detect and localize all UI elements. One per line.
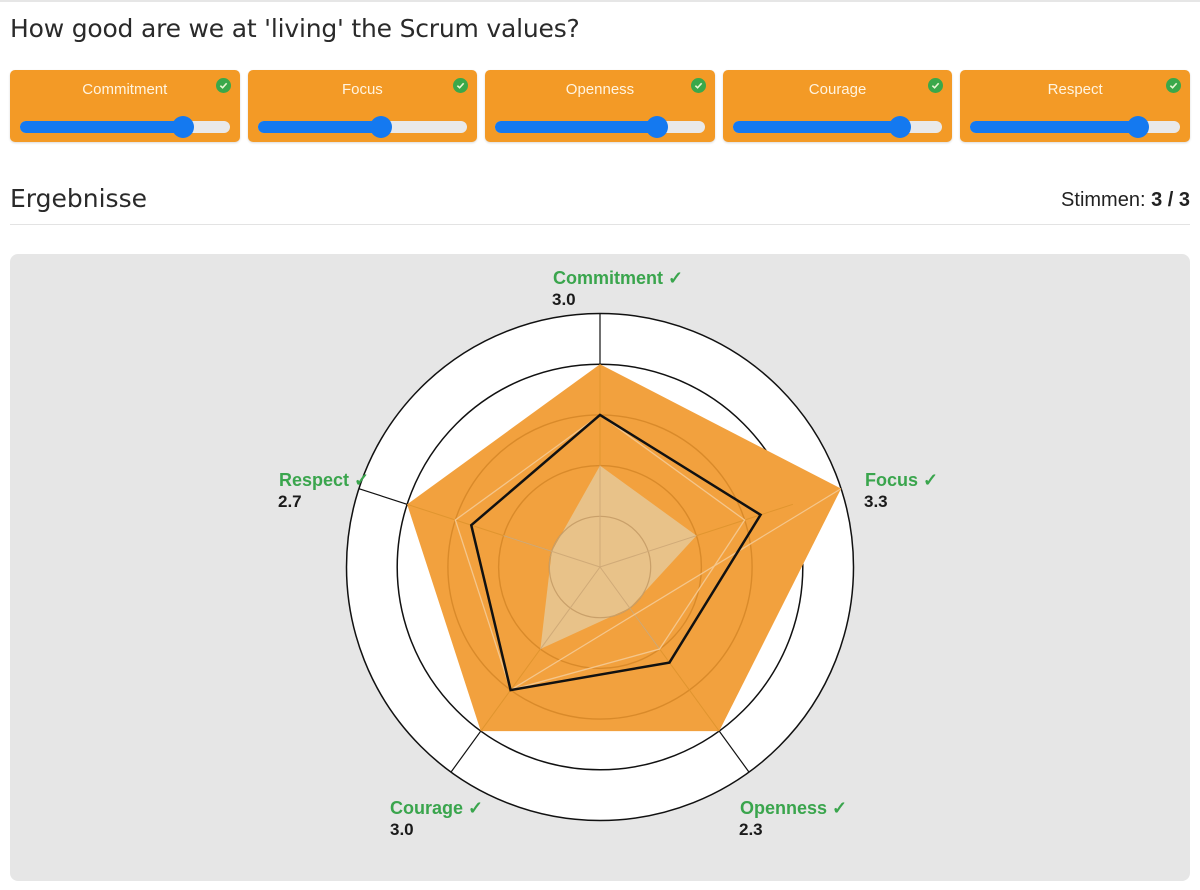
check-icon: ✓ [354,470,370,490]
axis-name: Focus [865,470,919,490]
slider-thumb[interactable] [1127,116,1150,138]
radar-chart [345,312,855,822]
axis-label-focus: Focus ✓ [865,470,938,491]
value-slider[interactable] [495,116,705,138]
question-title: How good are we at 'living' the Scrum va… [10,14,580,43]
slider-fill [970,121,1139,133]
slider-thumb[interactable] [370,116,393,138]
slider-card-commitment: Commitment [10,70,240,142]
check-icon: ✓ [668,268,684,288]
divider [10,224,1190,225]
slider-card-focus: Focus [247,70,478,142]
slider-cards: Commitment Focus Openness Courage Respect [10,70,1190,142]
axis-average-value: 2.7 [278,492,302,511]
value-slider[interactable] [970,116,1180,138]
value-slider[interactable] [732,116,943,138]
axis-label-openness: Openness ✓ [740,798,847,819]
votes-value: 3 / 3 [1151,189,1190,211]
check-circle-icon [453,78,469,93]
radar-series-vote-2 [540,465,697,650]
radar-axis-line [599,535,697,568]
axis-label-commitment: Commitment ✓ [553,268,683,289]
value-slider[interactable] [20,116,230,138]
check-circle-icon [1165,78,1181,93]
radar-axis-line [539,566,601,650]
axis-name: Commitment [553,268,664,288]
check-circle-icon [928,78,944,93]
slider-thumb[interactable] [645,116,668,138]
axis-name: Courage [390,798,464,818]
slider-thumb[interactable] [889,116,912,138]
results-title: Ergebnisse [10,184,147,213]
slider-thumb[interactable] [172,116,195,138]
value-slider[interactable] [257,116,468,138]
votes-label: Stimmen: [1061,189,1146,211]
radar-series-average [469,413,763,692]
check-icon: ✓ [923,470,939,490]
slider-label: Respect [1047,81,1103,98]
slider-fill [257,121,382,133]
check-icon: ✓ [832,798,848,818]
slider-card-respect: Respect [960,70,1190,142]
slider-fill [495,121,657,133]
radar-guide-line [510,488,842,691]
top-border [0,0,1200,2]
axis-average-value: 3.0 [552,290,576,309]
radar-axis-line [503,535,601,568]
radar-chart-panel: Commitment ✓ 3.0 Focus ✓ 3.3 Openness ✓ 2.3 Co… [10,254,1190,881]
slider-label: Openness [565,81,635,98]
slider-card-openness: Openness [485,70,715,142]
check-icon: ✓ [468,798,484,818]
radar-series-vote-3 [454,414,746,691]
axis-label-respect: Respect ✓ [279,470,369,491]
axis-name: Respect [279,470,350,490]
votes-counter: Stimmen: 3 / 3 [1061,189,1190,212]
slider-label: Commitment [82,81,168,98]
slider-card-courage: Courage [722,70,953,142]
slider-fill [20,121,184,133]
axis-average-value: 3.0 [390,820,414,839]
axis-label-courage: Courage ✓ [390,798,483,819]
slider-label: Courage [808,81,867,98]
check-circle-icon [690,78,706,93]
axis-name: Openness [740,798,828,818]
slider-label: Focus [341,81,383,98]
radar-axis-line [599,566,661,650]
axis-average-value: 2.3 [739,820,763,839]
check-circle-icon [215,78,231,93]
slider-fill [732,121,901,133]
axis-average-value: 3.3 [864,492,888,511]
